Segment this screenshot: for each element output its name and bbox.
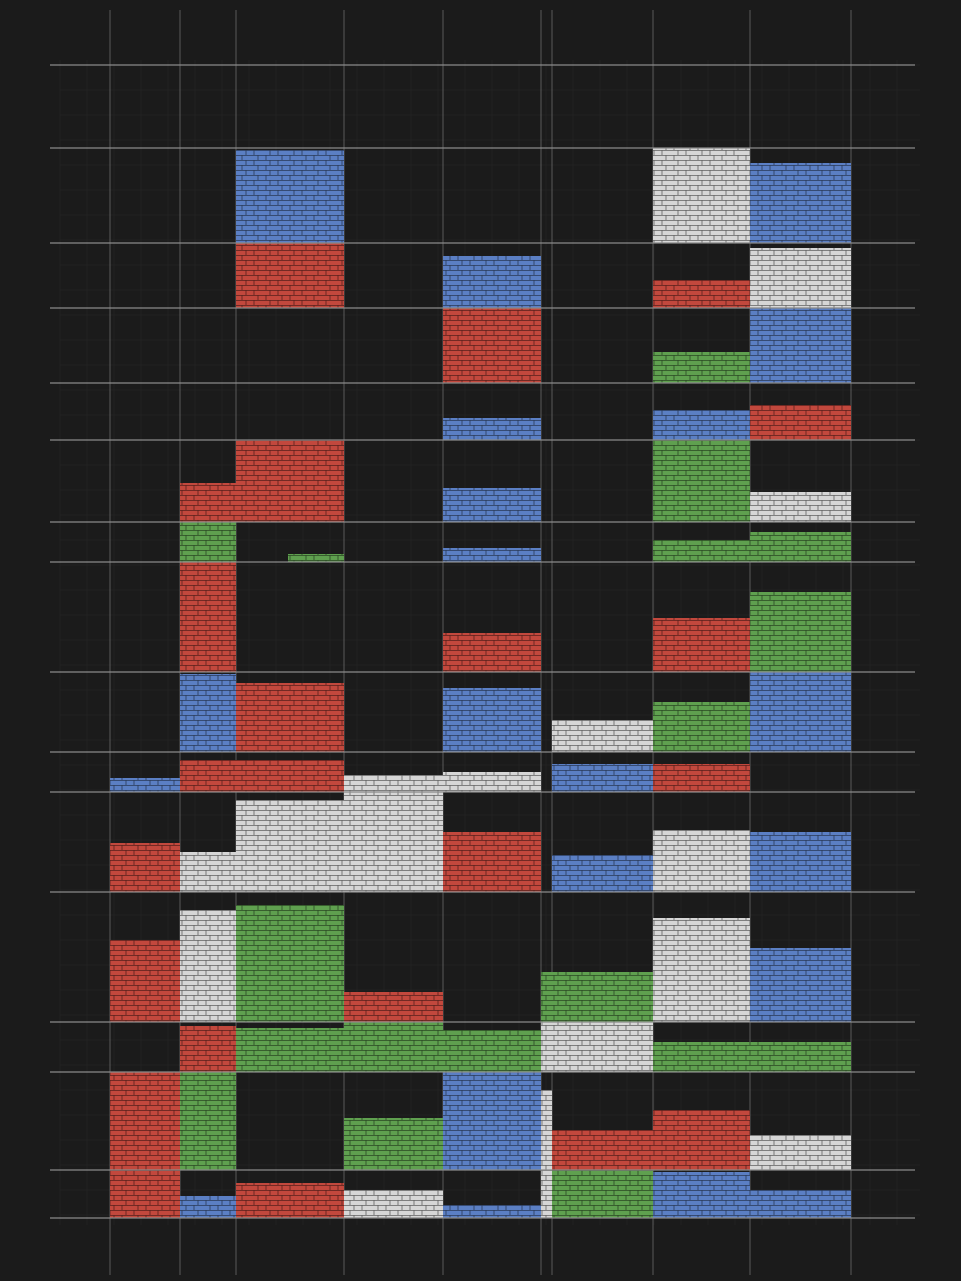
tile-texture [110,843,180,892]
tile-texture [750,592,851,672]
tile-texture [180,1072,236,1170]
tile-texture [541,972,653,1022]
tile-texture [443,548,541,562]
tile-texture [344,1190,443,1218]
tile-texture [110,1072,180,1218]
tile-texture [443,488,541,522]
tile-texture [443,1030,541,1072]
tile-texture [110,778,180,792]
tile-texture [180,522,236,562]
tile-texture [443,633,541,672]
tile-texture [750,1042,851,1072]
tile-texture [750,492,851,522]
tile-texture [541,1022,653,1072]
tile-texture [750,1135,851,1170]
tile-texture [288,554,344,562]
tile-texture [236,800,344,892]
tile-texture [653,352,750,383]
tile-texture [653,830,750,892]
tile-texture [344,1118,443,1170]
tile-texture [653,1042,750,1072]
tile-texture [750,248,851,308]
tile-texture [443,688,541,752]
tile-texture [750,948,851,1022]
tile-texture [552,764,653,792]
tile-texture [344,1022,443,1072]
tile-texture [750,832,851,892]
tile-texture [653,280,750,308]
tile-texture [653,918,750,1022]
tile-texture [180,852,236,892]
tile-texture [344,775,443,892]
tile-texture [750,672,851,752]
tile-texture [236,905,344,1022]
tile-texture [653,410,750,440]
tile-texture [750,163,851,243]
tile-texture [653,1172,750,1218]
tile-texture [552,1170,653,1218]
tile-texture [552,1130,653,1170]
tile-texture [110,940,180,1022]
tile-texture [552,720,653,752]
tile-texture [541,1090,552,1218]
tile-texture [443,1072,541,1170]
tile-texture [180,1026,236,1072]
tile-texture [443,1205,541,1218]
tile-texture [443,772,541,792]
tile-texture [443,308,541,383]
tile-texture [552,855,653,892]
tile-texture [180,483,236,522]
tile-texture [180,562,236,672]
tile-texture [750,308,851,383]
tile-texture [750,532,851,562]
tile-texture [236,440,344,522]
tile-texture [653,764,750,792]
tile-texture [180,674,236,752]
tile-texture [750,405,851,440]
tile-texture [443,256,541,308]
tile-texture [180,910,236,1022]
tile-texture [236,243,344,308]
tile-texture [653,148,750,243]
tile-texture [653,440,750,522]
tile-texture [236,1183,344,1218]
tile-texture [653,618,750,672]
tile-texture [653,702,750,752]
tile-texture [653,1110,750,1170]
tile-texture [750,1190,851,1218]
tile-texture [344,992,443,1022]
tile-texture [653,540,750,562]
tile-texture [180,760,344,792]
tile-texture [443,832,541,892]
tile-texture [236,150,344,243]
tile-texture [236,1028,344,1072]
tile-texture [180,1196,236,1218]
tile-texture [236,683,344,752]
tile-texture [443,418,541,440]
